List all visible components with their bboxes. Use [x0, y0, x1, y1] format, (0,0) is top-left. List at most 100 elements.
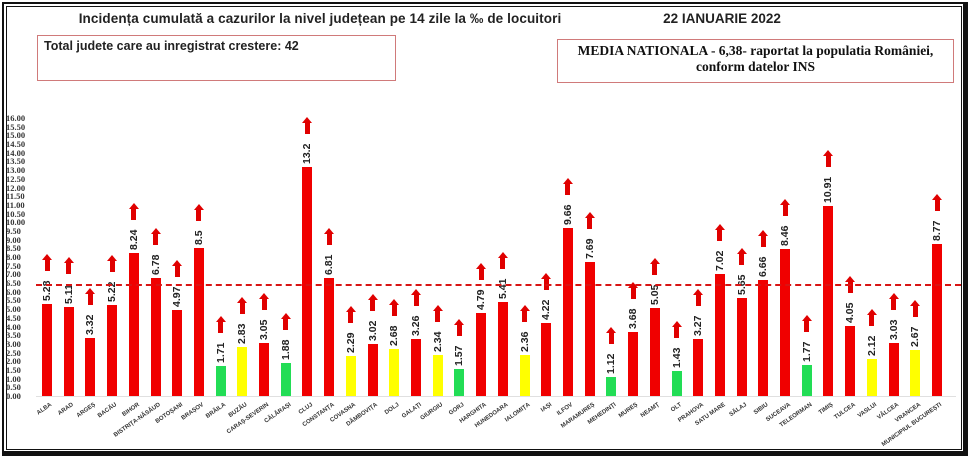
increase-arrow-icon — [562, 178, 573, 196]
x-axis-category-label: BRAȘOV — [180, 402, 206, 422]
bar-satu-mare — [714, 274, 725, 396]
y-axis-tick-label: 6.00 — [6, 286, 21, 297]
bar-iași — [541, 322, 552, 396]
y-axis-tick-label: 10.00 — [6, 217, 26, 228]
y-axis-tick-label: 9.00 — [6, 234, 21, 245]
bar-bacău — [107, 305, 118, 396]
increase-arrow-icon — [107, 255, 118, 273]
national-average-line1: MEDIA NATIONALA - 6,38- raportat la popu… — [577, 43, 934, 58]
y-axis-tick-label: 9.50 — [6, 225, 21, 236]
bar-giurgiu — [432, 355, 443, 396]
increase-arrow-icon — [476, 262, 487, 281]
bar-sălaj — [736, 297, 747, 396]
y-axis-tick-label: 1.00 — [6, 373, 21, 384]
x-axis-category-label: ILFOV — [556, 402, 575, 418]
increase-arrow-icon — [85, 288, 96, 306]
bar-covasna — [345, 356, 356, 396]
x-axis-category-label: BACĂU — [97, 402, 119, 420]
increase-arrow-icon — [671, 321, 682, 339]
bar-botoșani — [172, 309, 183, 396]
y-axis-tick-label: 8.50 — [6, 243, 21, 254]
x-axis-category-label: CLUJ — [297, 402, 314, 416]
increase-arrow-icon — [910, 299, 921, 318]
y-axis-tick-label: 11.50 — [6, 191, 25, 202]
bar-călărași — [280, 363, 291, 396]
bar-hunedoara — [497, 302, 508, 396]
increase-arrow-icon — [150, 228, 161, 246]
y-axis-tick-label: 11.00 — [6, 199, 25, 210]
total-increase-text: Total judete care au inregistrat crester… — [44, 39, 299, 53]
bar-galați — [411, 339, 422, 396]
increase-arrow-icon — [345, 306, 356, 324]
increase-arrow-icon — [714, 224, 725, 242]
chart-title: Incidența cumulată a cazurilor la nivel … — [78, 11, 562, 26]
y-axis-tick-label: 2.50 — [6, 347, 21, 358]
x-axis-category-label: GORJ — [448, 402, 466, 417]
y-axis-tick-label: 14.50 — [6, 139, 26, 150]
bar-vâlcea — [888, 343, 899, 396]
y-axis-tick-label: 10.50 — [6, 208, 26, 219]
increase-arrow-icon — [367, 293, 378, 312]
y-axis-tick-label: 2.00 — [6, 356, 21, 367]
increase-arrow-icon — [302, 116, 313, 135]
increase-arrow-icon — [649, 258, 660, 276]
y-axis-tick-label: 5.00 — [6, 304, 21, 315]
y-axis-tick-label: 12.00 — [6, 182, 26, 193]
frame-shadow-bottom — [2, 451, 967, 454]
bar-mehedinți — [606, 376, 617, 396]
bar-suceava — [780, 249, 791, 396]
increase-arrow-icon — [63, 257, 74, 275]
increase-arrow-icon — [801, 315, 812, 333]
x-axis-category-label: ALBA — [36, 402, 54, 417]
bar-teleorman — [801, 365, 812, 396]
bar-arad — [63, 307, 74, 396]
national-average-line — [36, 284, 961, 287]
bar-harghita — [476, 312, 487, 396]
y-axis-tick-label: 3.00 — [6, 338, 21, 349]
increase-arrow-icon — [823, 150, 834, 168]
increase-arrow-icon — [172, 259, 183, 278]
y-axis-tick-label: 14.00 — [6, 147, 26, 158]
bar-dâmbovița — [367, 343, 378, 396]
bar-brăila — [215, 366, 226, 396]
increase-arrow-icon — [497, 252, 508, 270]
increase-arrow-icon — [866, 309, 877, 327]
x-axis-category-label: ARAD — [57, 402, 76, 417]
x-axis-category-label: DOLJ — [384, 402, 401, 417]
x-axis-category-label: TIMIȘ — [818, 402, 835, 417]
increase-arrow-icon — [454, 318, 465, 337]
bar-municipiul-bucurești — [932, 243, 942, 396]
y-axis-tick-label: 15.50 — [6, 121, 26, 132]
increase-arrow-icon — [193, 204, 204, 222]
increase-arrow-icon — [280, 313, 291, 331]
x-axis-category-label: VASLUI — [857, 402, 879, 420]
x-axis-category-label: GIURGIU — [419, 402, 445, 422]
increase-arrow-icon — [389, 299, 400, 317]
frame-shadow-right — [963, 2, 966, 454]
bar-ialomița — [519, 354, 530, 396]
bar-maramureș — [584, 262, 595, 396]
increase-arrow-icon — [237, 296, 248, 315]
bar-olt — [671, 371, 682, 396]
total-increase-box: Total judete care au inregistrat crester… — [37, 35, 396, 81]
x-axis-category-label: MUREȘ — [618, 402, 640, 420]
x-axis-category-label: SĂLAJ — [728, 402, 749, 419]
increase-arrow-icon — [259, 293, 270, 311]
x-axis-category-label: NEAMȚ — [640, 402, 662, 420]
increase-arrow-icon — [519, 304, 530, 323]
bar-argeș — [85, 338, 96, 396]
increase-arrow-icon — [128, 202, 139, 221]
increase-arrow-icon — [758, 230, 769, 248]
x-axis-category-label: OLT — [670, 402, 683, 414]
y-axis-tick-label: 1.50 — [6, 364, 21, 375]
increase-arrow-icon — [845, 275, 856, 294]
increase-arrow-icon — [932, 193, 942, 212]
y-axis-tick-label: 4.50 — [6, 312, 21, 323]
bar-alba — [42, 304, 52, 396]
bar-bihor — [128, 252, 139, 396]
increase-arrow-icon — [215, 316, 226, 334]
bar-cluj — [302, 166, 313, 396]
bar-buzău — [237, 346, 248, 396]
bar-sibiu — [758, 280, 769, 396]
